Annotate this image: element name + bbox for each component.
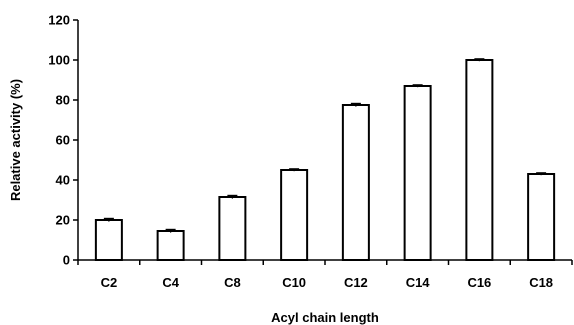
x-tick-label: C18 [529, 275, 553, 290]
bars [94, 58, 556, 261]
bar [341, 104, 370, 261]
x-tick-label: C10 [282, 275, 306, 290]
x-tick-label: C14 [406, 275, 431, 290]
x-axis-title: Acyl chain length [271, 310, 379, 325]
bar [465, 59, 494, 261]
x-tick-label: C2 [101, 275, 118, 290]
x-tick-label: C8 [224, 275, 241, 290]
bar [218, 196, 247, 261]
y-tick-label: 20 [56, 213, 70, 228]
x-tick-label: C4 [162, 275, 179, 290]
y-tick-label: 80 [56, 93, 70, 108]
y-axis-title: Relative activity (%) [8, 79, 23, 201]
y-tick-label: 60 [56, 133, 70, 148]
axes: 0 20 40 60 80 100 120 [48, 13, 573, 268]
x-tick-label: C16 [467, 275, 491, 290]
y-tick-label: 100 [48, 53, 70, 68]
bar [94, 219, 123, 261]
y-tick-label: 40 [56, 173, 70, 188]
bar [527, 173, 556, 261]
y-tick-label: 0 [63, 253, 70, 268]
bar [156, 230, 185, 261]
bar [403, 85, 432, 261]
y-tick-label: 120 [48, 13, 70, 28]
x-tick-label: C12 [344, 275, 368, 290]
bar [280, 169, 309, 261]
axis-labels: Acyl chain length Relative activity (%) … [8, 79, 553, 325]
